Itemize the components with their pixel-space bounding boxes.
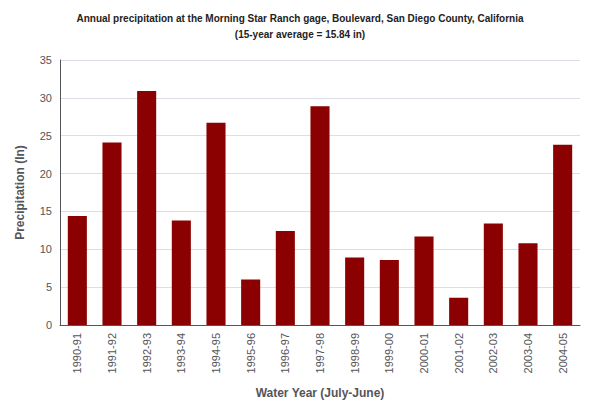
svg-text:1994-95: 1994-95 [210,333,222,373]
svg-text:2001-02: 2001-02 [453,333,465,373]
svg-text:(15-year average = 15.84 in): (15-year average = 15.84 in) [235,29,365,40]
svg-text:2000-01: 2000-01 [418,333,430,373]
svg-text:1992-93: 1992-93 [141,333,153,373]
svg-text:1990-91: 1990-91 [71,333,83,373]
svg-text:1995-96: 1995-96 [245,333,257,373]
svg-text:Annual precipitation at the Mo: Annual precipitation at the Morning Star… [76,13,524,24]
svg-text:1998-99: 1998-99 [349,333,361,373]
svg-text:1996-97: 1996-97 [279,333,291,373]
svg-text:1991-92: 1991-92 [106,333,118,373]
svg-text:25: 25 [40,130,52,142]
svg-text:1997-98: 1997-98 [314,333,326,373]
svg-text:Precipitation (In): Precipitation (In) [13,145,27,240]
svg-text:1999-00: 1999-00 [383,333,395,373]
svg-text:2004-05: 2004-05 [557,333,569,373]
svg-text:35: 35 [40,54,52,66]
svg-text:0: 0 [46,319,52,331]
svg-text:Water Year (July-June): Water Year (July-June) [256,386,385,400]
svg-text:15: 15 [40,205,52,217]
svg-text:5: 5 [46,281,52,293]
svg-text:10: 10 [40,243,52,255]
svg-text:30: 30 [40,92,52,104]
svg-text:20: 20 [40,168,52,180]
svg-text:2003-04: 2003-04 [522,333,534,373]
svg-text:1993-94: 1993-94 [175,333,187,373]
svg-text:2002-03: 2002-03 [487,333,499,373]
